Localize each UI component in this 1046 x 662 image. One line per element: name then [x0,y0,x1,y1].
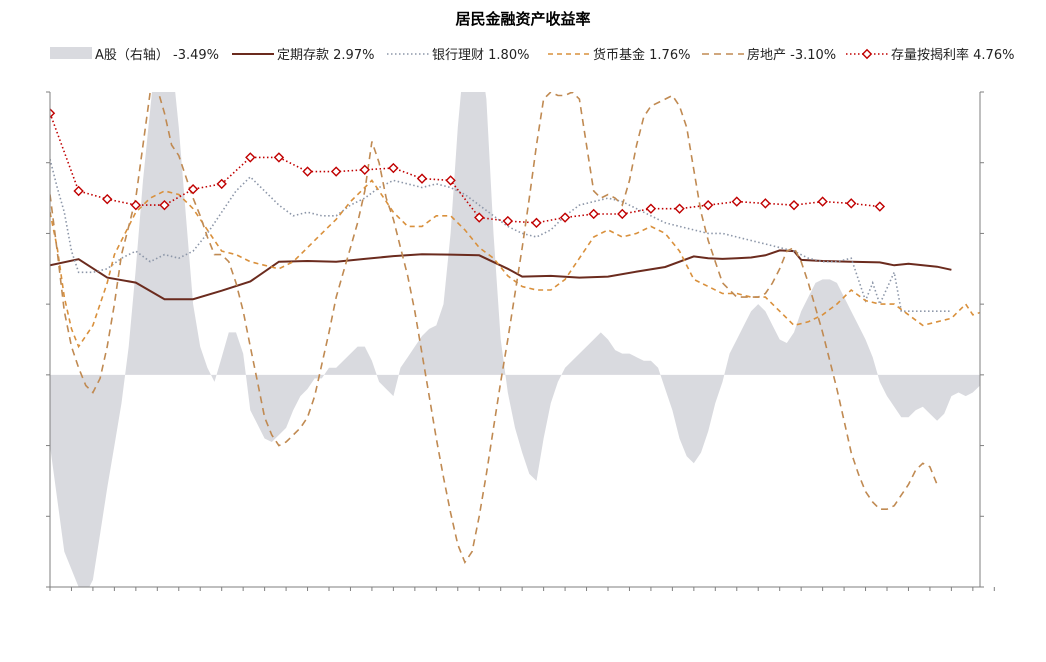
series-5-marker [731,196,742,207]
legend: A股（右轴） -3.49% 定期存款 2.97% 银行理财 1.80% 货币基金 1.… [50,47,1014,63]
series-2-line [50,159,952,312]
series-5-marker [187,184,199,195]
legend-name-4: 房地产 [747,47,786,63]
series-5-marker [388,162,399,174]
series-5-marker [302,166,313,177]
legend-marker-5 [861,48,873,60]
series-5-marker [330,166,342,177]
series-5-marker [702,199,714,211]
series-0-area [50,92,980,587]
legend-value-3: 1.76% [649,48,690,63]
series-5-marker [130,199,142,211]
legend-label-1: 定期存款 2.97% [277,48,374,63]
legend-label-0: A股（右轴） -3.49% [95,48,219,63]
series-5-marker [73,185,84,197]
legend-label-3: 货币基金 1.76% [593,47,690,63]
legend-value-5: 4.76% [973,48,1014,63]
series-5-marker [531,217,542,229]
axes [46,91,995,591]
legend-name-2: 银行理财 [432,48,484,63]
legend-value-4: -3.10% [790,48,836,63]
series-5-marker [159,199,170,211]
series-5-marker [588,208,599,220]
legend-value-1: 2.97% [333,48,374,63]
legend-label-4: 房地产 -3.10% [747,47,836,63]
legend-name-5: 存量按揭利率 [891,47,969,63]
series-5-marker [359,164,370,175]
legend-label-2: 银行理财 1.80% [432,48,529,63]
plot-clipped-group [50,92,980,587]
series-5-marker [50,108,56,119]
series-5-marker [273,152,285,163]
plot-area [50,92,980,587]
series-5-marker [760,198,771,209]
series-5-marker [502,215,514,227]
series-5-marker [216,178,227,190]
series-5-marker [102,193,113,205]
series-5-marker [817,196,828,207]
series-5-marker [617,208,628,220]
series-5-marker [874,201,886,212]
legend-name-3: 货币基金 [593,47,645,63]
legend-swatch-0 [50,47,92,59]
series-5-marker [416,173,428,184]
legend-label-5: 存量按揭利率 4.76% [891,47,1014,63]
series-5-marker [474,212,485,223]
series-5-marker [846,198,857,209]
legend-value-0: -3.49% [173,48,219,63]
series-5-marker [788,199,800,211]
series-5-marker [645,203,657,214]
series-5-marker [245,152,256,163]
legend-name-0: A股（右轴） [95,48,169,63]
legend-value-2: 1.80% [488,48,529,63]
series-5-marker [674,203,685,214]
series-4-line [50,92,938,565]
series-5-marker [445,175,456,186]
chart-title: 居民金融资产收益率 [455,10,590,28]
legend-name-1: 定期存款 [277,48,329,63]
series-5-marker [559,212,571,223]
